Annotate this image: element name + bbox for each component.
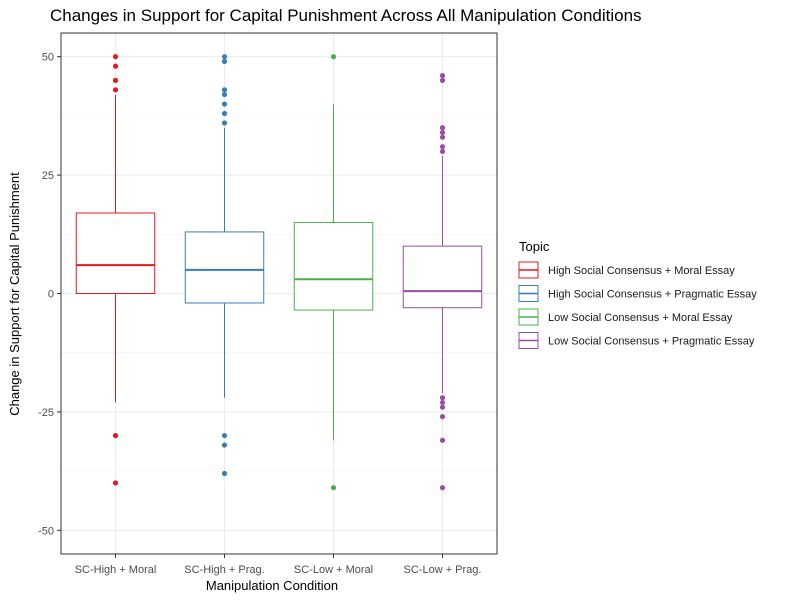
y-tick-label: 0: [48, 289, 54, 301]
outlier-point: [221, 470, 228, 477]
legend-title: Topic: [519, 239, 550, 254]
legend-label: Low Social Consensus + Moral Essay: [548, 312, 733, 324]
outlier-point: [439, 148, 446, 155]
outlier-point: [112, 63, 119, 69]
outlier-point: [221, 54, 228, 60]
legend-label: Low Social Consensus + Pragmatic Essay: [548, 336, 755, 348]
x-tick-label: SC-High + Prag.: [184, 564, 264, 576]
outlier-point: [112, 432, 119, 439]
x-tick-label: SC-Low + Moral: [294, 564, 373, 576]
legend-item: High Social Consensus + Moral Essay: [518, 261, 735, 279]
outlier-point: [439, 414, 446, 420]
outlier-point: [221, 442, 228, 448]
legend-item: High Social Consensus + Pragmatic Essay: [518, 285, 757, 302]
legend-item: Low Social Consensus + Moral Essay: [518, 308, 733, 326]
legend-label: High Social Consensus + Moral Essay: [548, 265, 735, 277]
outlier-point: [439, 404, 446, 410]
outlier-point: [330, 54, 337, 60]
y-axis-title: Change in Support for Capital Punishment: [7, 172, 22, 416]
box-iqr: [402, 245, 483, 309]
box-group: [75, 54, 156, 486]
outlier-point: [221, 432, 228, 439]
legend-label: High Social Consensus + Pragmatic Essay: [548, 289, 757, 301]
box-group: [402, 73, 483, 491]
box-group: [184, 54, 265, 477]
legend-item: Low Social Consensus + Pragmatic Essay: [518, 332, 755, 349]
box-iqr: [184, 231, 265, 304]
y-tick-label: 50: [42, 52, 54, 64]
outlier-point: [112, 77, 119, 83]
box-iqr: [293, 221, 374, 311]
x-tick-label: SC-High + Moral: [75, 564, 157, 576]
y-tick-label: -25: [38, 407, 54, 419]
outlier-point: [439, 134, 446, 140]
x-tick-label: SC-Low + Prag.: [404, 564, 482, 576]
outlier-point: [221, 120, 228, 126]
x-axis-title: Manipulation Condition: [206, 578, 338, 593]
box-iqr: [75, 212, 156, 294]
outlier-point: [221, 91, 228, 98]
outlier-point: [112, 480, 119, 486]
outlier-point: [330, 485, 337, 491]
box-layer: [75, 54, 483, 491]
chart-title: Changes in Support for Capital Punishmen…: [50, 6, 642, 25]
box-group: [293, 54, 374, 491]
legend: Topic High Social Consensus + Moral Essa…: [518, 239, 757, 349]
y-tick-label: -50: [38, 525, 54, 537]
outlier-point: [439, 485, 446, 491]
outlier-point: [112, 54, 119, 60]
outlier-point: [439, 437, 446, 443]
outlier-point: [439, 395, 446, 401]
outlier-point: [221, 101, 228, 107]
y-tick-label: 25: [42, 170, 54, 182]
outlier-point: [221, 87, 228, 93]
outlier-point: [439, 125, 446, 131]
outlier-point: [112, 87, 119, 93]
outlier-point: [439, 77, 446, 83]
outlier-point: [439, 399, 446, 406]
outlier-point: [221, 58, 228, 65]
tick-layer: -50 -25 0 25 50 SC-High + Moral SC-High + Prag…: [38, 52, 481, 576]
outlier-point: [439, 73, 446, 79]
outlier-point: [439, 129, 446, 136]
outlier-point: [221, 110, 228, 117]
outlier-point: [439, 144, 446, 150]
